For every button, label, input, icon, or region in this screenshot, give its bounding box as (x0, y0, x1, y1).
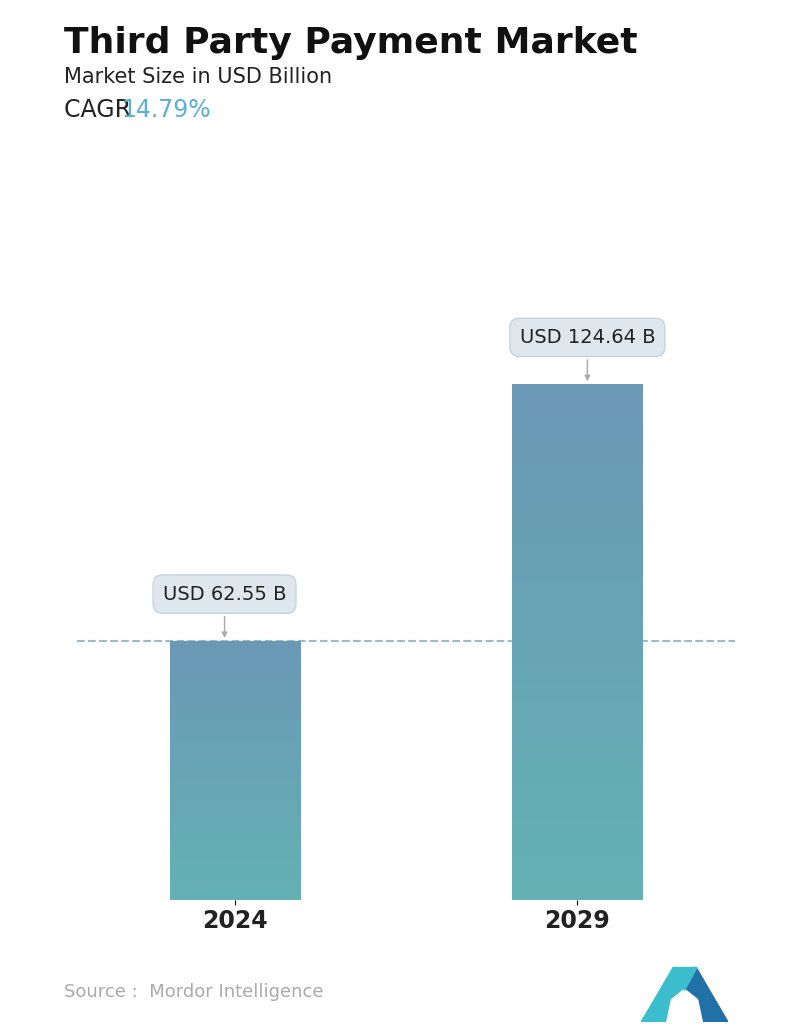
Text: Source :  Mordor Intelligence: Source : Mordor Intelligence (64, 983, 323, 1001)
Text: USD 62.55 B: USD 62.55 B (163, 584, 287, 637)
Polygon shape (685, 968, 728, 1022)
Polygon shape (642, 968, 685, 1022)
Polygon shape (693, 968, 728, 1022)
Text: Third Party Payment Market: Third Party Payment Market (64, 26, 638, 60)
Text: 14.79%: 14.79% (121, 98, 211, 122)
Text: Market Size in USD Billion: Market Size in USD Billion (64, 67, 332, 87)
Polygon shape (642, 968, 677, 1022)
Text: USD 124.64 B: USD 124.64 B (520, 328, 655, 379)
Polygon shape (673, 968, 697, 991)
Text: CAGR: CAGR (64, 98, 146, 122)
